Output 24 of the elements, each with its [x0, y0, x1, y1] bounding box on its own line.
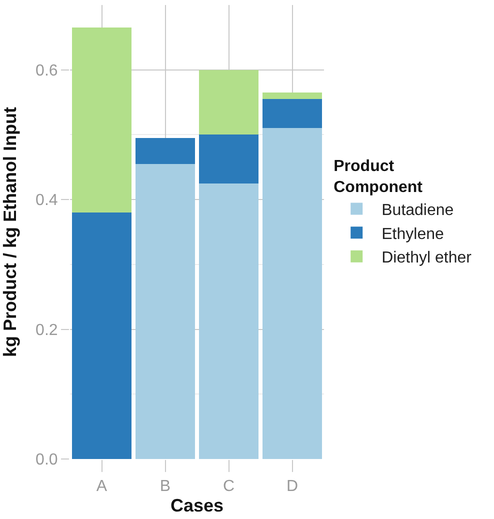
y-tick-label: 0.2 — [36, 322, 58, 339]
y-tick-label: 0.0 — [36, 452, 58, 469]
x-tick-label: A — [96, 478, 108, 496]
y-tick-label: 0.4 — [36, 192, 58, 210]
bar — [262, 128, 322, 459]
bar — [198, 70, 259, 135]
x-tick-label: C — [222, 478, 235, 496]
x-tick-label: B — [160, 478, 171, 496]
bar — [198, 134, 259, 184]
legend-label: Butadiene — [382, 202, 454, 220]
legend-title: Product Component — [334, 158, 424, 196]
bar — [72, 28, 132, 213]
x-axis-title: Cases — [170, 495, 224, 516]
y-axis-title: kg Product / kg Ethanol Input — [0, 107, 20, 357]
bar — [262, 92, 322, 100]
bar — [135, 138, 196, 164]
bar — [262, 99, 322, 128]
y-tick-label: 0.6 — [36, 62, 58, 80]
bar — [72, 212, 132, 459]
x-tick-label: D — [286, 478, 298, 496]
bar — [135, 164, 196, 459]
bar — [198, 183, 259, 459]
legend-label: Diethyl ether — [382, 250, 472, 267]
legend-label: Ethylene — [382, 226, 444, 243]
